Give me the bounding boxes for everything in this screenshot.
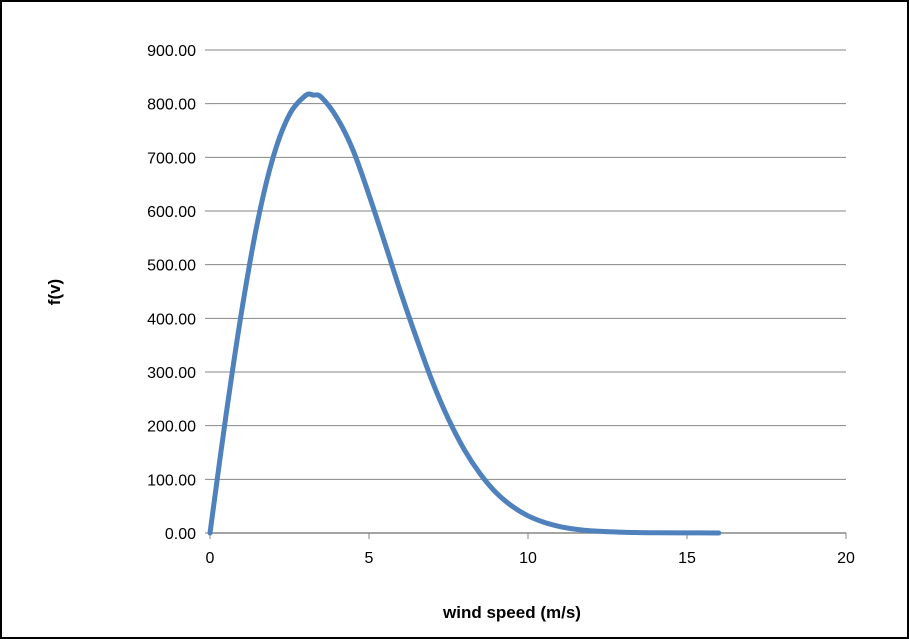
y-tick-label: 500.00 [147,258,196,275]
y-tick-label: 900.00 [147,43,196,60]
x-tick-label: 5 [365,550,374,567]
x-tick-label: 10 [519,550,537,567]
tick-labels: 0.00 100.00 200.00 300.00 400.00 500.00 600.00… [147,43,855,567]
y-tick-label: 200.00 [147,419,196,436]
y-tick-label: 100.00 [147,472,196,489]
x-tick-label: 0 [206,550,215,567]
y-tick-label: 800.00 [147,97,196,114]
y-tick-label: 600.00 [147,204,196,221]
x-axis-title: wind speed (m/s) [442,603,581,622]
y-axis-title: f(v) [45,279,64,305]
y-tick-label: 400.00 [147,311,196,328]
y-tick-label: 300.00 [147,365,196,382]
y-tick-label: 0.00 [165,526,196,543]
axes [205,49,847,539]
series-layer [207,91,722,536]
x-tick-label: 20 [837,550,855,567]
gridlines [210,49,846,480]
series-line-0 [207,91,722,536]
x-tick-label: 15 [678,550,696,567]
y-tick-label: 700.00 [147,150,196,167]
